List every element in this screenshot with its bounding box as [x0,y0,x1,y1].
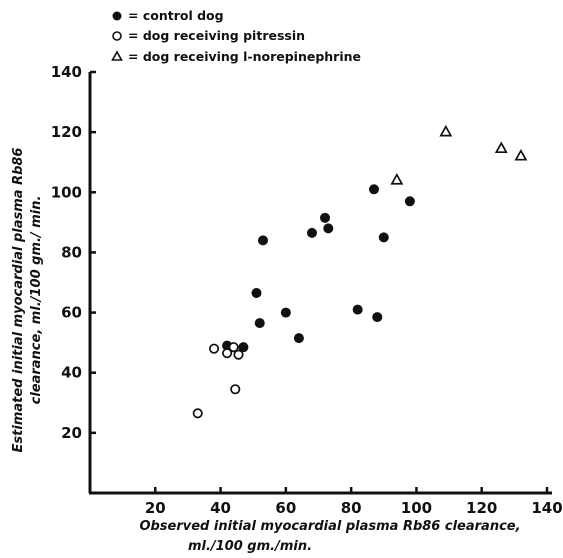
x-tick-label: 60 [275,499,296,517]
x-tick-label: 120 [466,499,497,517]
x-tick-label: 100 [401,499,432,517]
data-point-open-circle [230,384,241,395]
data-point-open-circle [233,349,244,360]
data-point-open-triangle [494,141,508,154]
y-tick-label: 120 [51,123,82,141]
data-point-open-circle [228,342,239,353]
y-tick-label: 100 [51,183,82,201]
data-point-filled-circle [368,184,379,195]
data-point-filled-circle [258,235,269,246]
data-point-filled-circle [238,342,249,353]
x-axis-title-line1: Observed initial myocardial plasma Rb86 … [139,519,520,534]
data-point-open-triangle [390,173,404,185]
x-tick-label: 20 [145,499,166,517]
legend-label-pitressin: = dog receiving pitressin [128,28,305,43]
y-tick-label: 20 [61,424,82,442]
data-point-open-circle [208,343,220,354]
legend-marker-pitressin [112,31,122,41]
x-tick-label: 80 [341,499,362,517]
data-point-open-circle [192,408,203,419]
data-points [192,124,528,419]
y-axis-title-line2: clearance, ml./100 gm./ min. [29,196,44,405]
data-point-filled-circle [293,333,304,344]
data-point-open-circle [222,348,233,359]
data-point-filled-circle [254,318,265,329]
y-axis-ticks: 20 40 60 80 100 120 140 [51,63,96,442]
data-point-filled-circle [280,307,291,318]
data-point-filled-circle [251,288,262,299]
x-tick-label: 40 [210,499,231,517]
y-tick-label: 40 [61,364,82,382]
y-tick-label: 80 [61,243,82,261]
y-axis-title-line1: Estimated initial myocardial plasma Rb86 [11,148,26,453]
data-point-open-triangle [514,148,528,161]
x-axis-ticks: 20 40 60 80 100 120 140 [145,487,563,517]
data-point-filled-circle [372,312,383,323]
data-point-filled-circle [323,223,334,234]
data-point-open-triangle [439,124,453,137]
legend-marker-control [112,11,122,21]
data-point-filled-circle [352,304,363,315]
data-point-filled-circle [306,227,317,238]
y-tick-label: 140 [51,63,82,81]
legend-marker-norepinephrine [111,50,123,61]
legend-label-control: = control dog [128,8,224,23]
x-tick-label: 140 [531,499,562,517]
data-point-filled-circle [378,232,389,243]
y-tick-label: 60 [61,304,82,322]
data-point-filled-circle [320,212,331,223]
x-axis-title-line2: ml./100 gm./min. [188,539,312,554]
data-point-filled-circle [404,196,415,207]
legend: = control dog = dog receiving pitressin … [111,8,361,64]
legend-label-norepinephrine: = dog receiving l-norepinephrine [128,49,361,64]
